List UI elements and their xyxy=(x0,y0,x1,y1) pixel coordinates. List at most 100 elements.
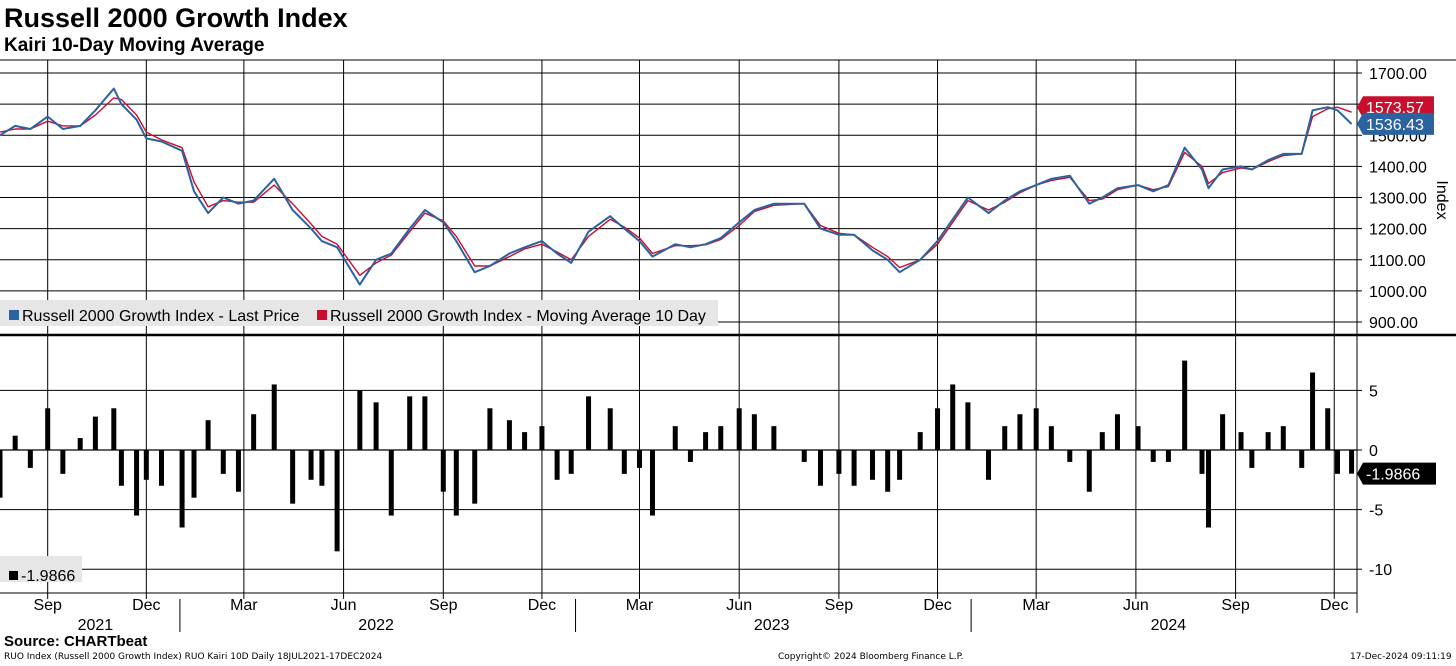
kairi-legend-swatch xyxy=(9,571,18,580)
year-label: 2021 xyxy=(78,617,114,634)
kairi-bar xyxy=(271,384,277,450)
last-price-line xyxy=(0,87,1353,286)
kairi-bar xyxy=(751,414,757,450)
kairi-bar xyxy=(388,450,394,516)
last-price-last-value-tag xyxy=(1357,112,1434,135)
kairi-bar xyxy=(636,450,642,468)
month-tick-label: Sep xyxy=(825,597,854,614)
price-axis-title: Index xyxy=(1433,180,1450,219)
kairi-bar xyxy=(539,426,545,450)
kairi-bar xyxy=(487,408,493,450)
kairi-bar xyxy=(179,450,185,528)
kairi-bar xyxy=(1182,360,1188,450)
kairi-bar xyxy=(235,450,241,492)
kairi-tick-label: 5 xyxy=(1369,383,1378,400)
month-tick-label: Dec xyxy=(1320,597,1348,614)
legend-item-label: Russell 2000 Growth Index - Last Price xyxy=(22,308,300,325)
footer-left-note: RUO Index (Russell 2000 Growth Index) RU… xyxy=(4,652,383,662)
kairi-bar xyxy=(45,408,51,450)
kairi-bar xyxy=(1099,432,1105,450)
kairi-bar xyxy=(1135,426,1141,450)
kairi-bar xyxy=(672,426,678,450)
kairi-bar xyxy=(522,432,528,450)
kairi-bar xyxy=(220,450,226,474)
footer-copyright: Copyright© 2024 Bloomberg Finance L.P. xyxy=(778,652,964,662)
kairi-bar xyxy=(1067,450,1073,462)
kairi-bar xyxy=(1086,450,1092,492)
kairi-bar xyxy=(92,416,98,450)
price-tick-label: 1400.00 xyxy=(1369,159,1427,176)
kairi-tick-label: -5 xyxy=(1369,503,1383,520)
price-legend-box xyxy=(0,300,718,326)
kairi-bar xyxy=(1349,450,1355,474)
kairi-bar xyxy=(736,408,742,450)
kairi-bar xyxy=(817,450,823,486)
kairi-bar xyxy=(357,390,363,450)
kairi-last-value-tag-label: -1.9866 xyxy=(1366,467,1420,484)
year-label: 2022 xyxy=(358,617,394,634)
month-tick-label: Jun xyxy=(331,597,357,614)
kairi-bar xyxy=(407,396,413,450)
kairi-bar xyxy=(703,432,709,450)
kairi-bar xyxy=(1310,372,1316,450)
price-tick-label: 1300.00 xyxy=(1369,191,1427,208)
kairi-tick-label: 0 xyxy=(1369,443,1378,460)
kairi-bar xyxy=(440,450,446,492)
month-tick-label: Dec xyxy=(132,597,160,614)
month-tick-label: Jun xyxy=(1123,597,1149,614)
kairi-bar xyxy=(251,414,257,450)
price-tick-label: 1700.00 xyxy=(1369,66,1427,83)
kairi-bar xyxy=(1206,450,1212,528)
month-tick-label: Sep xyxy=(1221,597,1250,614)
kairi-bar xyxy=(950,384,956,450)
kairi-bar xyxy=(27,450,33,468)
kairi-bar xyxy=(453,450,459,516)
kairi-bar xyxy=(965,402,971,450)
kairi-bar xyxy=(118,450,124,486)
kairi-bar xyxy=(422,396,428,450)
kairi-bar xyxy=(308,450,314,480)
kairi-bar xyxy=(771,426,777,450)
kairi-bar xyxy=(1114,414,1120,450)
moving-average-last-value-tag xyxy=(1357,96,1434,119)
kairi-bar xyxy=(191,450,197,498)
price-tick-label: 1200.00 xyxy=(1369,222,1427,239)
month-tick-label: Mar xyxy=(626,597,654,614)
kairi-bar xyxy=(1017,414,1023,450)
kairi-bar xyxy=(870,450,876,480)
kairi-bar xyxy=(158,450,164,486)
kairi-bar xyxy=(1280,426,1286,450)
kairi-bar xyxy=(568,450,574,474)
kairi-bar xyxy=(12,435,18,450)
kairi-bar xyxy=(718,426,724,450)
kairi-bar xyxy=(0,450,3,498)
kairi-bar xyxy=(472,450,478,504)
kairi-bar xyxy=(1299,450,1305,468)
kairi-bar xyxy=(621,450,627,474)
kairi-bar xyxy=(801,450,807,462)
month-tick-label: Jun xyxy=(726,597,752,614)
kairi-bar xyxy=(205,420,211,450)
kairi-bar xyxy=(985,450,991,480)
kairi-bar xyxy=(143,450,149,480)
month-tick-label: Sep xyxy=(33,597,62,614)
kairi-bar xyxy=(506,420,512,450)
kairi-bar xyxy=(1199,450,1205,474)
kairi-bar xyxy=(60,450,66,474)
moving-average-line xyxy=(0,97,1352,276)
kairi-bar xyxy=(373,402,379,450)
kairi-bar xyxy=(1220,414,1226,450)
month-tick-label: Dec xyxy=(923,597,951,614)
kairi-bar xyxy=(1249,450,1255,468)
kairi-bar xyxy=(687,450,693,462)
price-tick-label: 1100.00 xyxy=(1369,253,1426,270)
kairi-last-value-tag xyxy=(1357,462,1436,485)
kairi-bar xyxy=(1334,450,1340,474)
kairi-bar xyxy=(1002,426,1008,450)
month-tick-label: Sep xyxy=(429,597,458,614)
kairi-bar xyxy=(134,450,140,516)
kairi-bar xyxy=(1048,426,1054,450)
kairi-bar xyxy=(1150,450,1156,462)
kairi-legend-label: -1.9866 xyxy=(21,568,75,585)
